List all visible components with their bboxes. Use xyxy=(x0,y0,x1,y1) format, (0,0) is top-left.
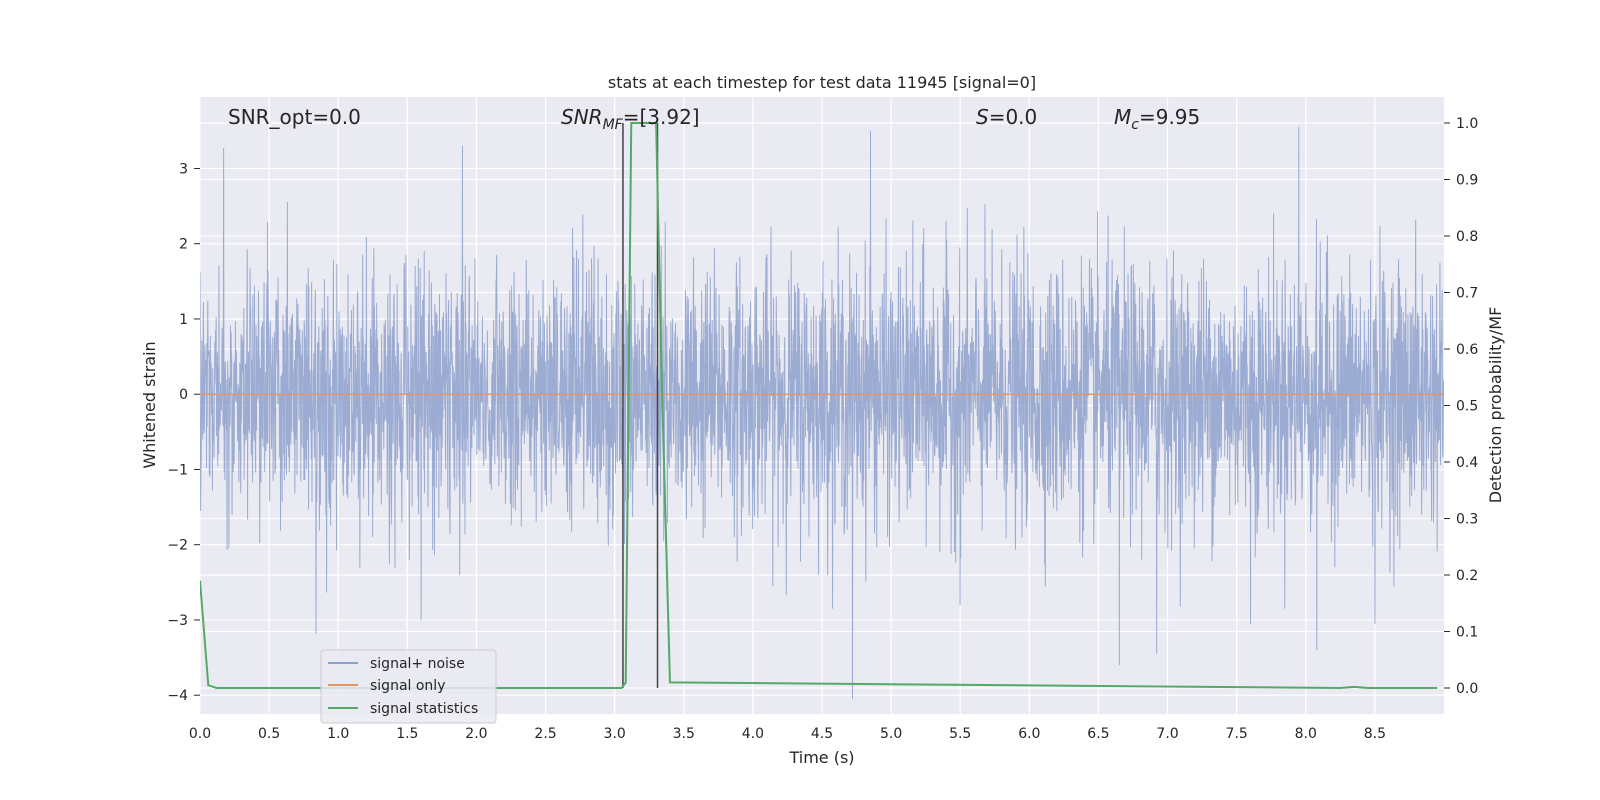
x-tick-label: 4.0 xyxy=(742,726,764,742)
x-tick-label: 6.5 xyxy=(1087,726,1109,742)
x-tick-label: 3.0 xyxy=(604,726,626,742)
y-tick-label: −3 xyxy=(167,613,188,629)
annotation-s: S=0.0 xyxy=(976,105,1037,129)
annotation-snr-mf: SNRMF=[3.92] xyxy=(561,105,700,133)
y-axis-right: 1.0 0.9 0.8 0.7 0.6 0.5 0.4 0.3 0.2 0.1 0.0 xyxy=(1444,116,1478,697)
series-signal-statistics xyxy=(200,121,1438,690)
y-axis-left: 3 2 1 0 −1 −2 −3 −4 xyxy=(167,161,200,704)
x-tick-label: 5.5 xyxy=(949,726,971,742)
snr-mf-value: =[3.92] xyxy=(623,105,700,129)
legend-box xyxy=(320,649,497,724)
chart-title: stats at each timestep for test data 119… xyxy=(608,73,1036,92)
y-tick-label: 2 xyxy=(179,237,188,253)
y-tick-label: −1 xyxy=(167,462,188,478)
legend-label-signal-only: signal only xyxy=(370,678,445,694)
y2-tick-label: 0.8 xyxy=(1456,229,1478,245)
x-tick-label: 7.5 xyxy=(1226,726,1248,742)
x-tick-label: 5.0 xyxy=(880,726,902,742)
x-tick-label: 8.5 xyxy=(1364,726,1386,742)
legend: signal+ noise signal only signal statist… xyxy=(320,649,497,724)
legend-label-signal-plus-noise: signal+ noise xyxy=(370,656,465,672)
mc-base: M xyxy=(1114,105,1131,129)
y2-axis-label: Detection probability/MF xyxy=(1486,307,1505,504)
mc-value: =9.95 xyxy=(1139,105,1200,129)
y2-tick-label: 0.0 xyxy=(1456,681,1478,697)
x-tick-label: 2.0 xyxy=(465,726,487,742)
x-tick-label: 3.5 xyxy=(673,726,695,742)
x-tick-label: 1.5 xyxy=(396,726,418,742)
y-tick-label: −4 xyxy=(167,688,188,704)
y-tick-label: 3 xyxy=(179,161,188,177)
annotation-snr-opt: SNR_opt=0.0 xyxy=(228,105,361,129)
y2-tick-label: 0.2 xyxy=(1456,568,1478,584)
x-tick-label: 2.5 xyxy=(534,726,556,742)
x-tick-label: 0.0 xyxy=(189,726,211,742)
y2-tick-label: 1.0 xyxy=(1456,116,1478,132)
x-tick-label: 6.0 xyxy=(1018,726,1040,742)
signal-noise-line xyxy=(200,127,1444,699)
legend-label-signal-statistics: signal statistics xyxy=(370,701,478,717)
x-axis: 0.0 0.5 1.0 1.5 2.0 2.5 3.0 3.5 4.0 4.5 5.0 5.5 6.0 6… xyxy=(189,726,1386,742)
y2-tick-label: 0.7 xyxy=(1456,285,1478,301)
annotation-mc: Mc=9.95 xyxy=(1114,105,1200,133)
x-tick-label: 0.5 xyxy=(258,726,280,742)
mc-sub: c xyxy=(1131,117,1139,133)
y2-tick-label: 0.3 xyxy=(1456,512,1478,528)
s-label: S xyxy=(976,105,989,129)
y-axis-label: Whitened strain xyxy=(140,341,159,468)
y-tick-label: 0 xyxy=(179,387,188,403)
series-signal-plus-noise xyxy=(200,127,1444,699)
snr-mf-base: SNR xyxy=(561,105,603,129)
signal-statistics-line xyxy=(200,121,1438,690)
x-tick-label: 4.5 xyxy=(811,726,833,742)
y2-tick-label: 0.5 xyxy=(1456,399,1478,415)
x-axis-label: Time (s) xyxy=(788,748,854,767)
y2-tick-label: 0.6 xyxy=(1456,342,1478,358)
y2-tick-label: 0.9 xyxy=(1456,172,1478,188)
y2-tick-label: 0.1 xyxy=(1456,625,1478,641)
y2-tick-label: 0.4 xyxy=(1456,455,1478,471)
y-tick-label: −2 xyxy=(167,538,188,554)
s-value: =0.0 xyxy=(989,105,1038,129)
x-tick-label: 7.0 xyxy=(1156,726,1178,742)
x-tick-label: 1.0 xyxy=(327,726,349,742)
snr-mf-sub: MF xyxy=(603,117,624,133)
x-tick-label: 8.0 xyxy=(1295,726,1317,742)
y-tick-label: 1 xyxy=(179,312,188,328)
